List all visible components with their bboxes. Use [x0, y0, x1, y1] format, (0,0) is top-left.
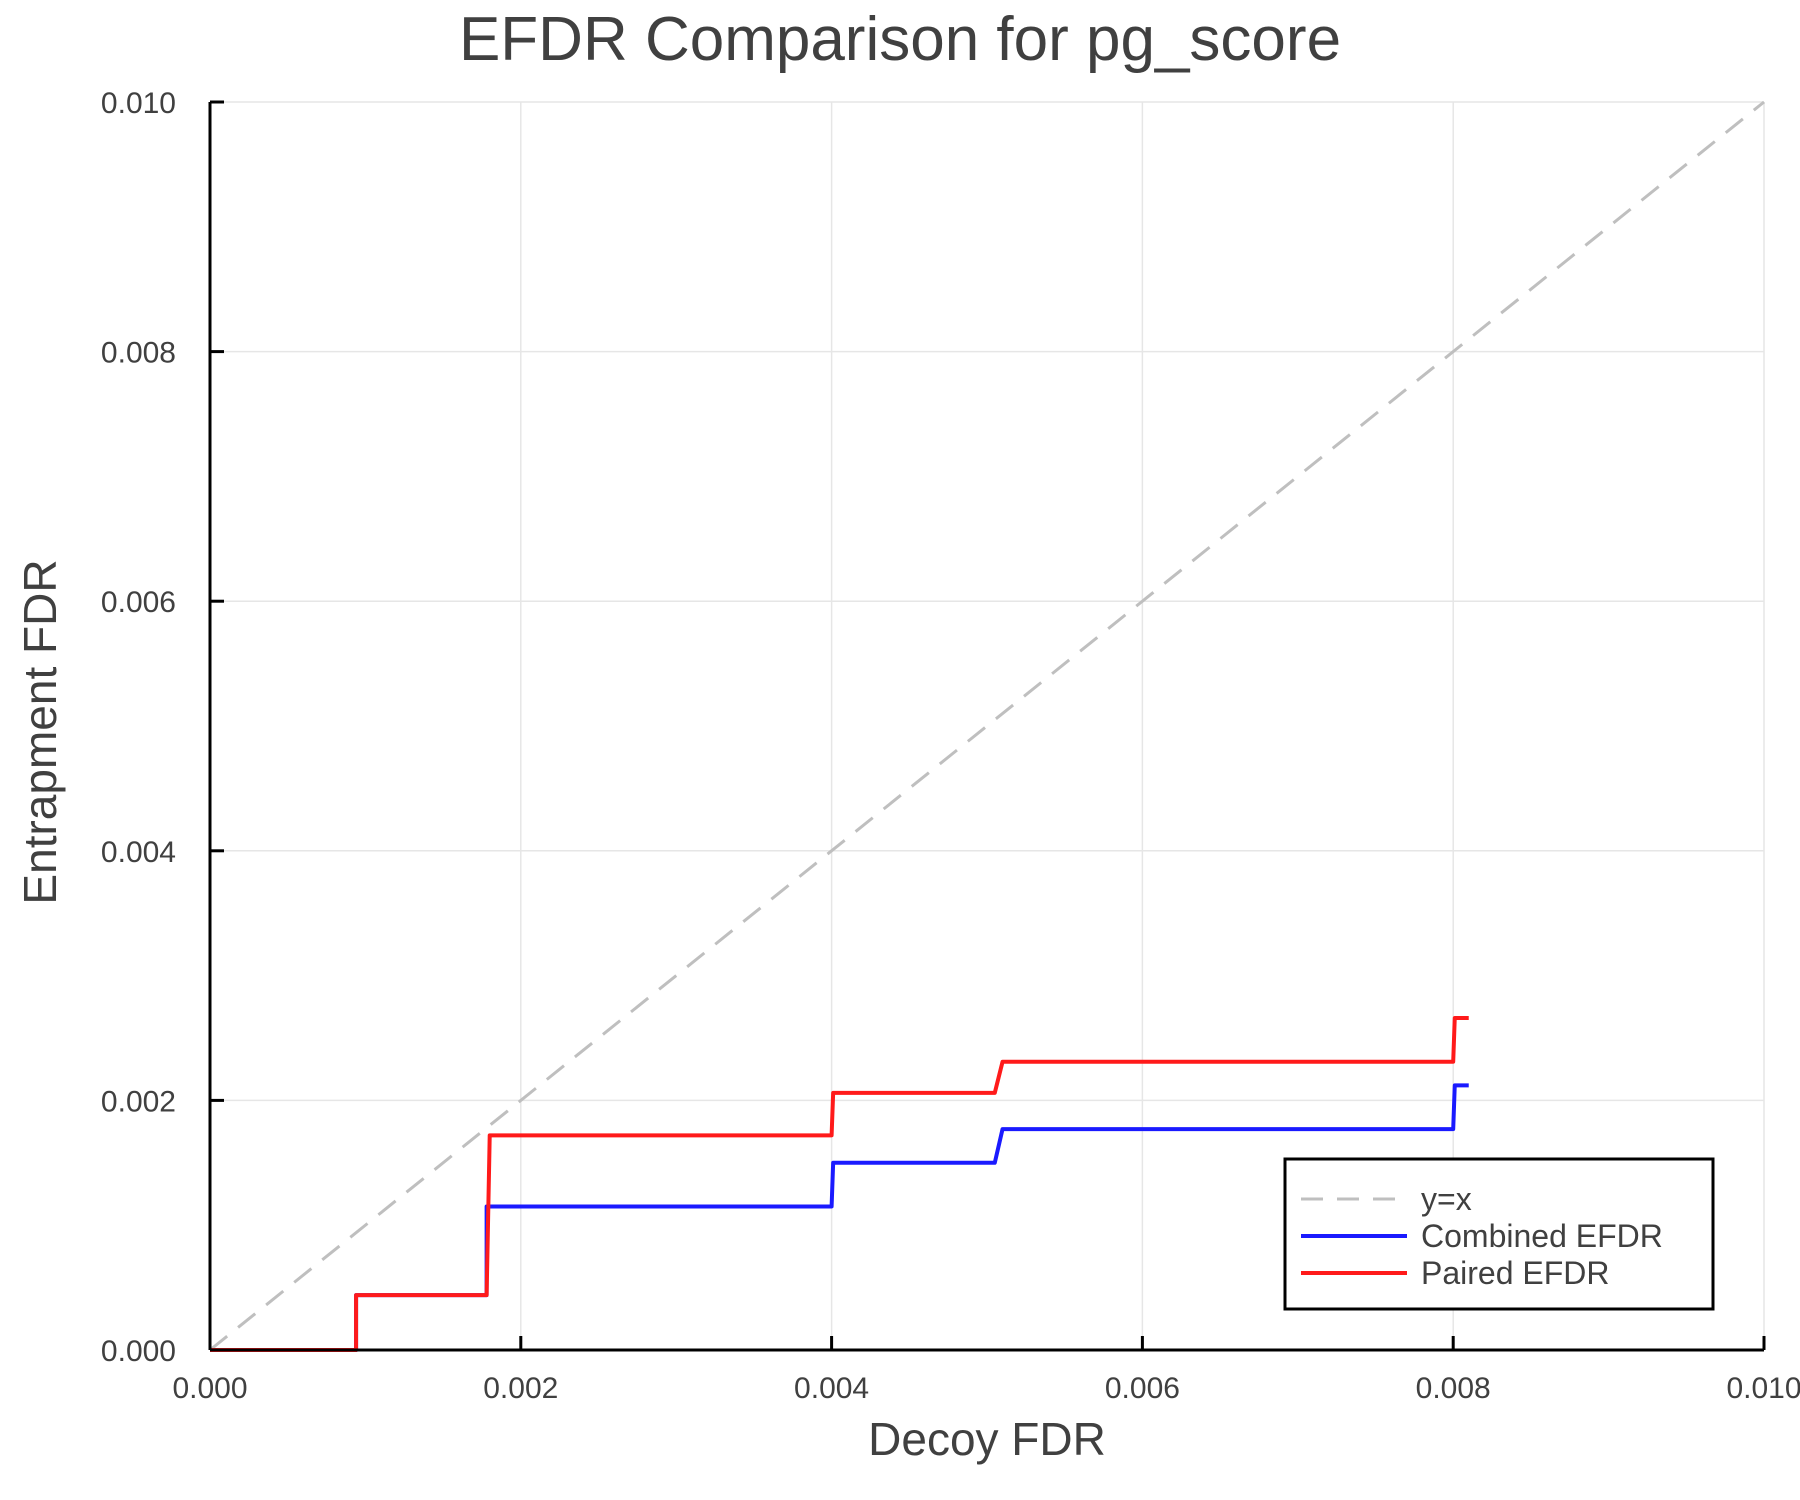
- legend-label: Paired EFDR: [1421, 1255, 1610, 1291]
- series-y-x: [209, 100, 1765, 1352]
- plot-series: [209, 100, 1765, 1352]
- series-paired-efdr: [210, 1016, 1469, 1352]
- axes: [208, 100, 1766, 1352]
- chart-title: EFDR Comparison for pg_score: [458, 5, 1342, 74]
- x-tick-label: 0.002: [483, 1372, 558, 1405]
- y-tick-label: 0.004: [101, 836, 176, 869]
- legend-label: y=x: [1421, 1181, 1472, 1217]
- x-axis-label: Decoy FDR: [868, 1413, 1106, 1465]
- x-tick-label: 0.008: [1416, 1372, 1491, 1405]
- series-combined-efdr: [210, 1083, 1469, 1352]
- y-tick-label: 0.006: [101, 586, 176, 619]
- y-tick-label: 0.008: [101, 337, 176, 370]
- y-tick-label: 0.000: [101, 1335, 176, 1368]
- y-tick-label: 0.010: [101, 87, 176, 120]
- x-tick-label: 0.010: [1726, 1372, 1800, 1405]
- legend-label: Combined EFDR: [1421, 1218, 1663, 1254]
- x-tick-label: 0.000: [172, 1372, 247, 1405]
- x-tick-label: 0.006: [1105, 1372, 1180, 1405]
- tick-labels: 0.000 0.002 0.004 0.006 0.008 0.010 0.000 0.002…: [101, 87, 1800, 1405]
- y-tick-label: 0.002: [101, 1085, 176, 1118]
- x-tick-label: 0.004: [794, 1372, 869, 1405]
